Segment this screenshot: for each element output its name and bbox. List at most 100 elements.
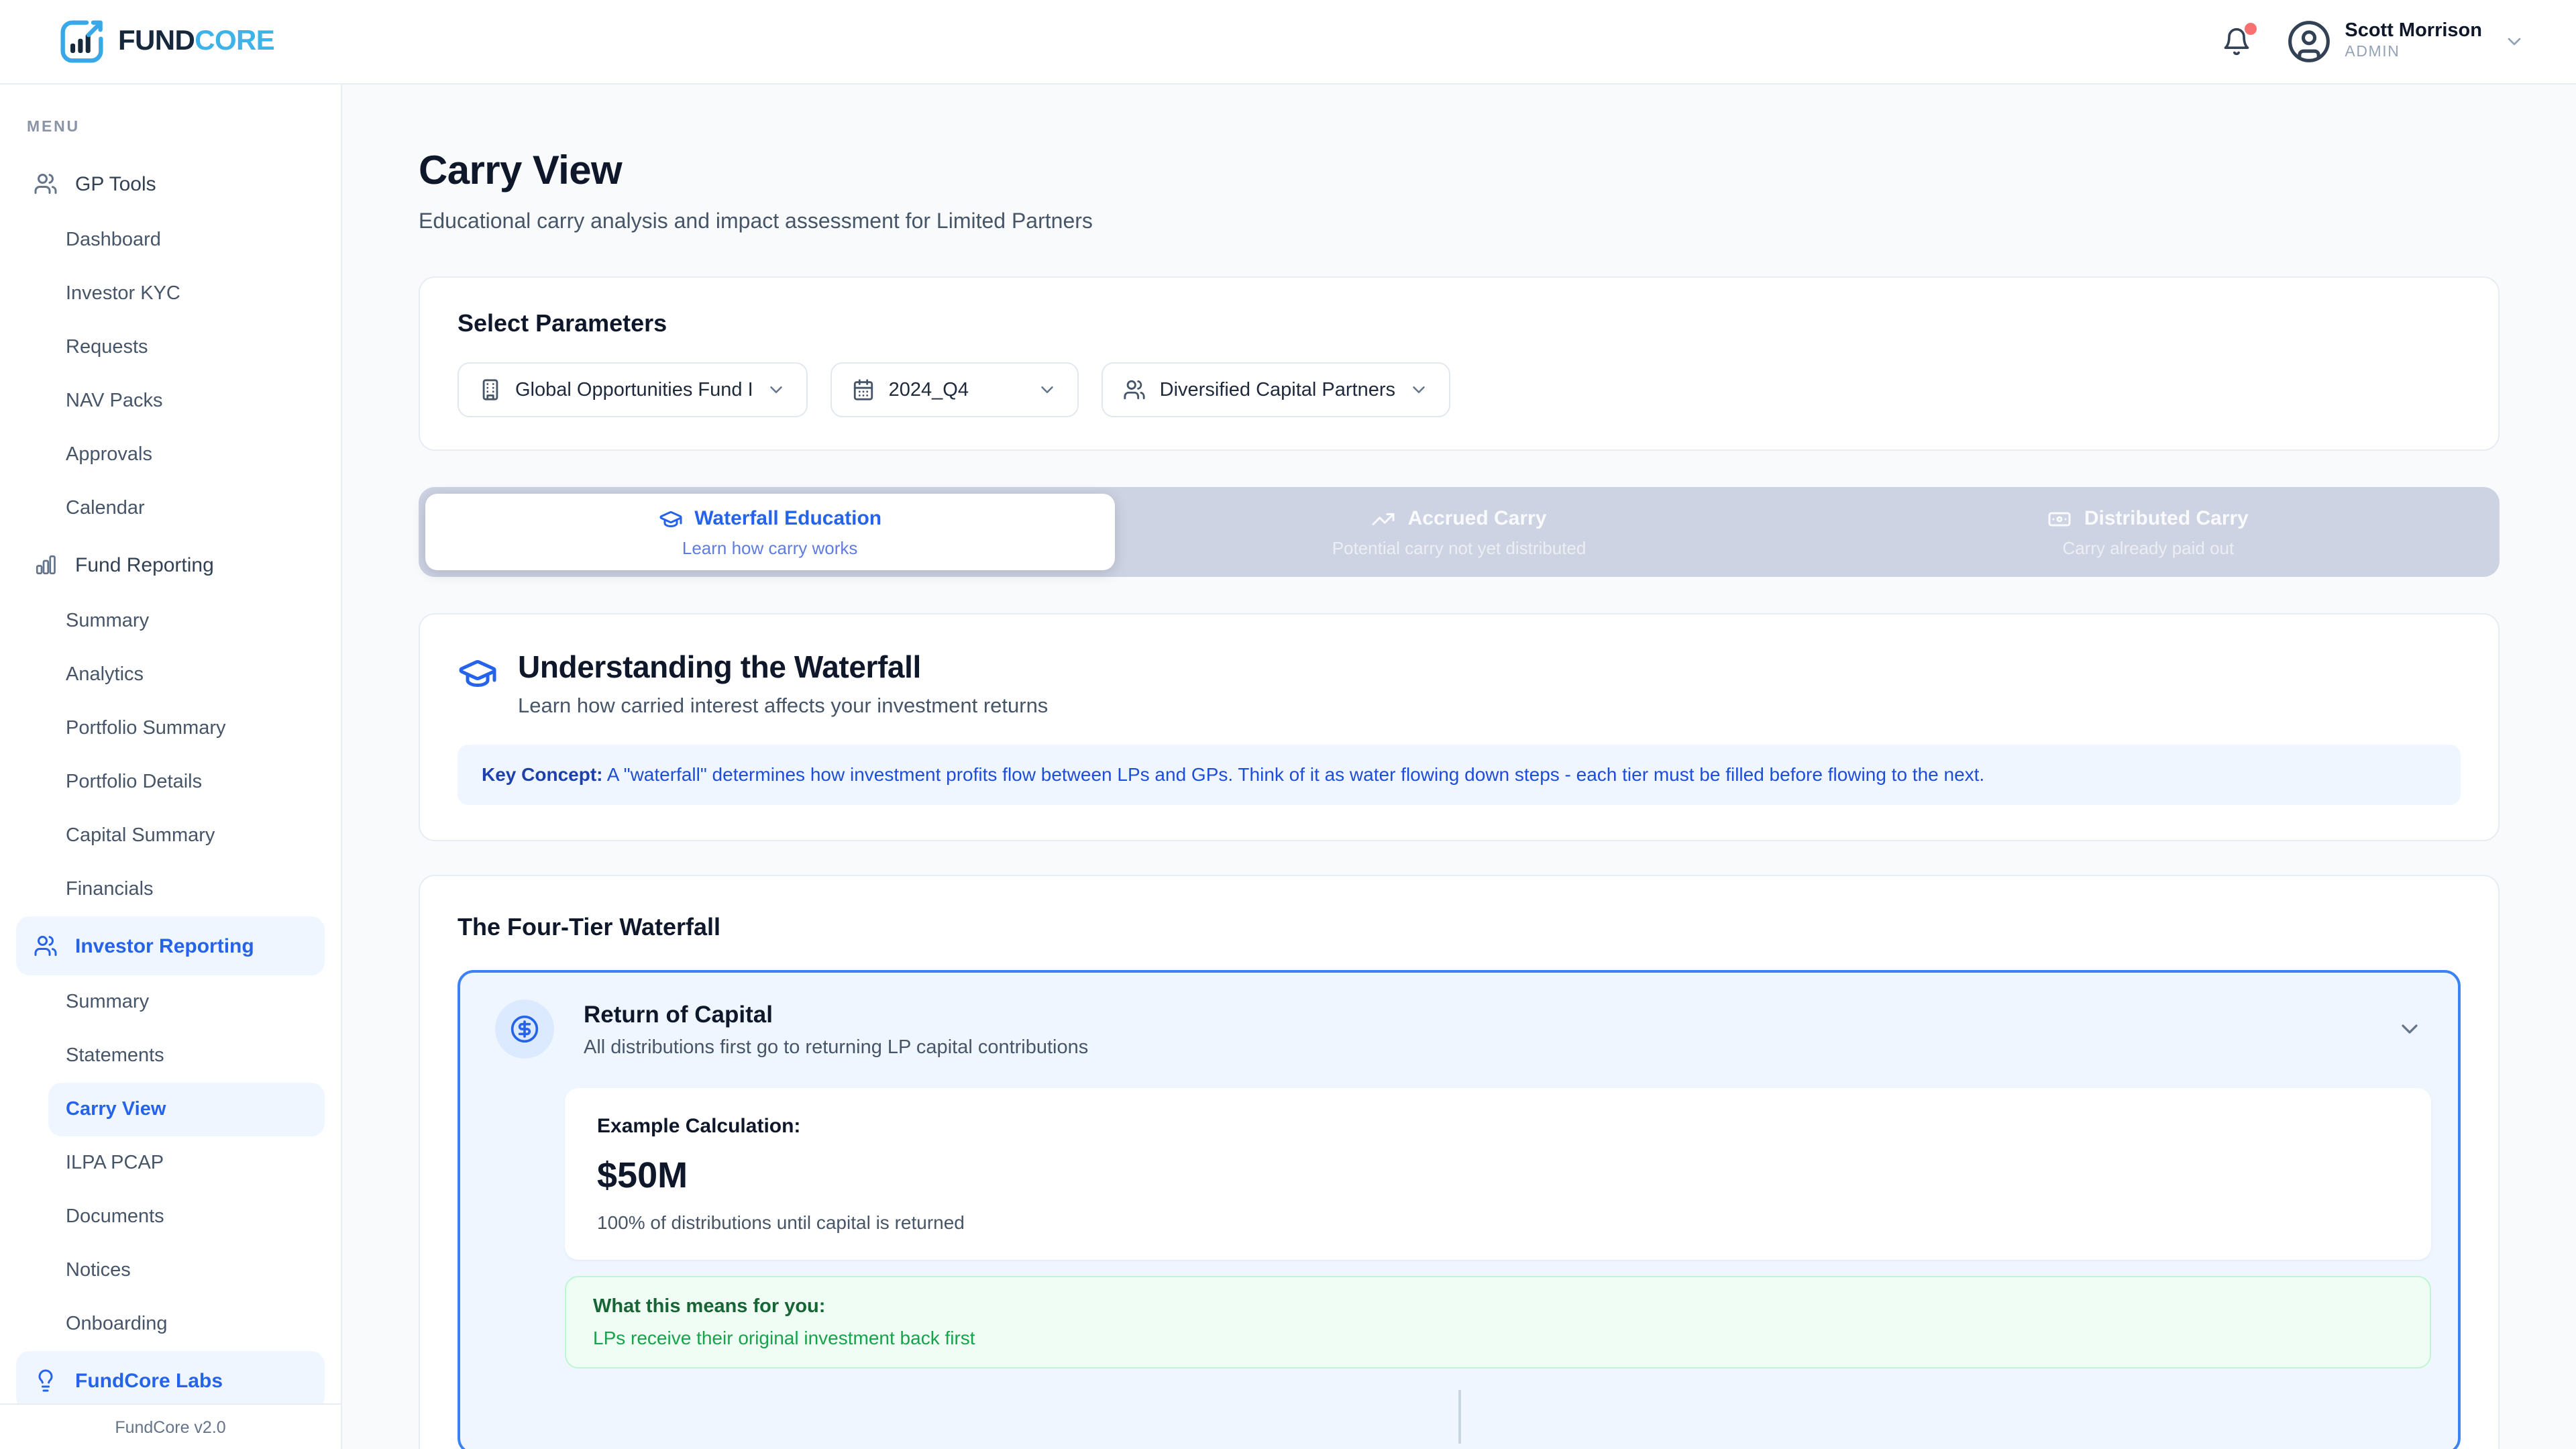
tab-sublabel: Learn how carry works [682, 537, 858, 557]
example-calculation-box: Example Calculation: $50M 100% of distri… [565, 1088, 2431, 1260]
tab-accrued-carry[interactable]: Accrued Carry Potential carry not yet di… [1114, 494, 1803, 570]
top-header: FUNDCORE Scott Morrison ADMIN [0, 0, 2576, 85]
sidebar-item-label: Investor Reporting [75, 934, 254, 957]
sidebar-item-carry-view[interactable]: Carry View [48, 1083, 325, 1136]
tier-title: Return of Capital [584, 1000, 773, 1027]
education-card: Understanding the Waterfall Learn how ca… [419, 613, 2500, 841]
graduation-cap-icon [659, 511, 682, 527]
dollar-circle-icon [511, 1015, 539, 1043]
lightbulb-icon [38, 1369, 53, 1392]
avatar-icon [2288, 21, 2330, 62]
user-menu[interactable]: Scott Morrison ADMIN [2286, 19, 2525, 64]
tab-label: Waterfall Education [694, 507, 882, 530]
period-select[interactable]: 2024_Q4 [830, 362, 1079, 417]
notification-badge [2244, 23, 2257, 35]
tab-title: Distributed Carry [2048, 506, 2249, 531]
sidebar-item-label: ILPA PCAP [66, 1152, 164, 1174]
sidebar-item-financials[interactable]: Financials [48, 863, 325, 916]
sidebar-item-label: FundCore Labs [75, 1369, 223, 1392]
education-header: Understanding the Waterfall Learn how ca… [458, 649, 2461, 719]
tab-label: Accrued Carry [1407, 507, 1547, 530]
sidebar-item-capital-summary[interactable]: Capital Summary [48, 809, 325, 863]
example-note: 100% of distributions until capital is r… [597, 1212, 965, 1233]
impact-text: LPs receive their original investment ba… [593, 1327, 975, 1348]
chevron-down-icon [2402, 1024, 2418, 1034]
tier-connector-line [1458, 1390, 1460, 1444]
tier-header[interactable]: Return of Capital All distributions firs… [460, 973, 2458, 1085]
sidebar-item-calendar[interactable]: Calendar [48, 482, 325, 535]
tab-sublabel: Potential carry not yet distributed [1332, 537, 1587, 557]
sidebar-menu-label: MENU [27, 119, 80, 136]
sidebar-item-label: Requests [66, 337, 148, 358]
tab-distributed-carry[interactable]: Distributed Carry Carry already paid out [1804, 494, 2493, 570]
key-concept-label: Key Concept: [482, 763, 603, 785]
education-title: Understanding the Waterfall [518, 649, 921, 684]
sidebar-item-label: Capital Summary [66, 825, 215, 847]
sidebar-item-nav-packs[interactable]: NAV Packs [48, 374, 325, 428]
graduation-cap-icon [459, 660, 496, 687]
sidebar-item-label: Portfolio Details [66, 771, 203, 793]
fund-select-value: Global Opportunities Fund I [515, 379, 753, 400]
sidebar-item-label: Fund Reporting [75, 553, 214, 576]
sidebar-item-statements[interactable]: Statements [48, 1029, 325, 1083]
sidebar-item-portfolio-summary[interactable]: Portfolio Summary [48, 702, 325, 755]
bar-chart-icon [36, 555, 56, 575]
sidebar-item-dashboard[interactable]: Dashboard [48, 213, 325, 267]
brand-name: FUNDCORE [118, 25, 275, 58]
sidebar-item-documents[interactable]: Documents [48, 1190, 325, 1244]
sidebar-item-label: Notices [66, 1260, 131, 1281]
user-role: ADMIN [2345, 44, 2400, 61]
bell-icon [2224, 28, 2249, 56]
tab-waterfall-education[interactable]: Waterfall Education Learn how carry work… [425, 494, 1115, 570]
sidebar-item-label: Approvals [66, 444, 152, 466]
investor-select-value: Diversified Capital Partners [1159, 379, 1396, 400]
user-name: Scott Morrison [2345, 19, 2482, 42]
sidebar-item-label: Dashboard [66, 229, 161, 251]
select-parameters-card: Select Parameters Global Opportunities F… [419, 276, 2500, 451]
period-select-content: 2024_Q4 [853, 378, 969, 401]
sidebar-item-label: Investor KYC [66, 283, 180, 305]
fund-select[interactable]: Global Opportunities Fund I [458, 362, 808, 417]
sidebar-item-onboarding[interactable]: Onboarding [48, 1297, 325, 1351]
header-actions: Scott Morrison ADMIN [2221, 19, 2525, 64]
sidebar-item-label: Documents [66, 1206, 164, 1228]
tab-label: Distributed Carry [2084, 507, 2249, 530]
user-info: Scott Morrison ADMIN [2345, 20, 2482, 64]
view-tabs: Waterfall Education Learn how carry work… [419, 487, 2500, 577]
sidebar-item-notices[interactable]: Notices [48, 1244, 325, 1297]
sidebar-item-investor-reporting[interactable]: Investor Reporting [16, 916, 325, 975]
parameter-selectors: Global Opportunities Fund I 2024_Q4 Dive… [458, 362, 2461, 417]
brand-logo: FUNDCORE [59, 19, 275, 64]
sidebar-item-fr-summary[interactable]: Summary [48, 594, 325, 648]
sidebar-item-analytics[interactable]: Analytics [48, 648, 325, 702]
sidebar-item-gp-tools[interactable]: GP Tools [16, 154, 325, 213]
chevron-down-icon [1041, 386, 1054, 393]
tier-header-text: Return of Capital All distributions firs… [584, 1000, 1088, 1058]
sidebar: MENU GP Tools Dashboard Investor KYC Req… [0, 85, 342, 1449]
notifications-button[interactable] [2221, 23, 2257, 56]
sidebar-item-label: GP Tools [75, 172, 156, 195]
sidebar-item-ir-summary[interactable]: Summary [48, 975, 325, 1029]
calendar-icon [854, 379, 873, 400]
users-icon [1124, 380, 1146, 400]
sidebar-item-approvals[interactable]: Approvals [48, 428, 325, 482]
tab-sublabel: Carry already paid out [2062, 537, 2235, 557]
sidebar-item-investor-kyc[interactable]: Investor KYC [48, 267, 325, 321]
example-label: Example Calculation: [597, 1115, 801, 1138]
sidebar-item-label: Calendar [66, 498, 145, 519]
investor-select[interactable]: Diversified Capital Partners [1102, 362, 1451, 417]
select-parameters-heading: Select Parameters [458, 310, 667, 337]
sidebar-item-fundcore-labs[interactable]: FundCore Labs [16, 1351, 325, 1410]
sidebar-item-portfolio-details[interactable]: Portfolio Details [48, 755, 325, 809]
sidebar-footer: FundCore v2.0 [0, 1403, 341, 1449]
sidebar-item-ilpa-pcap[interactable]: ILPA PCAP [48, 1136, 325, 1190]
building-icon [482, 379, 498, 400]
waterfall-card: The Four-Tier Waterfall Return of Capita… [419, 875, 2500, 1449]
tab-title: Accrued Carry [1372, 506, 1547, 531]
sidebar-item-requests[interactable]: Requests [48, 321, 325, 374]
example-value: $50M [597, 1155, 688, 1195]
sidebar-item-fund-reporting[interactable]: Fund Reporting [16, 535, 325, 594]
brand-logo-icon [60, 20, 103, 63]
brand-name-secondary: CORE [195, 25, 275, 56]
